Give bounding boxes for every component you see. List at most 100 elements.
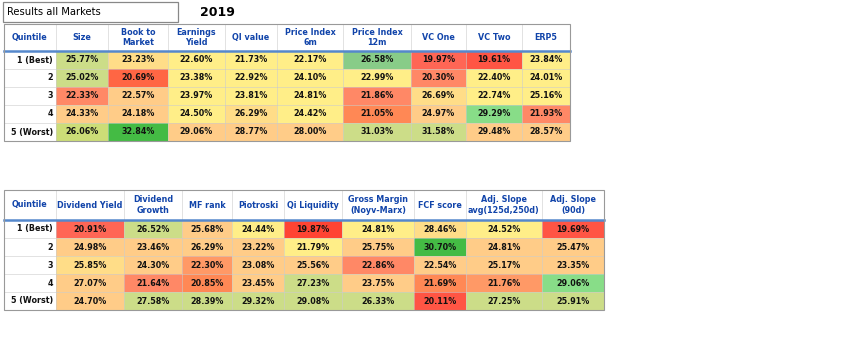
Text: 4: 4 [48,279,53,288]
Bar [411,51,466,69]
Bar [56,69,108,87]
Bar [56,256,124,274]
Bar [124,256,182,274]
Text: 20.11%: 20.11% [423,297,456,306]
Bar [277,51,343,69]
Text: 22.40%: 22.40% [478,73,511,82]
Text: 19.97%: 19.97% [422,55,455,64]
Bar [277,69,343,87]
Text: 24.81%: 24.81% [487,243,521,252]
Text: 29.06%: 29.06% [180,127,213,136]
Bar [225,51,277,69]
Text: 20.69%: 20.69% [122,73,155,82]
Bar [343,105,411,123]
Text: 25.68%: 25.68% [190,225,224,234]
Bar [342,292,414,310]
Bar [225,105,277,123]
Text: 26.52%: 26.52% [136,225,170,234]
Text: 23.46%: 23.46% [136,243,170,252]
Bar [232,238,284,256]
Bar [108,87,168,105]
Text: 23.45%: 23.45% [241,279,275,288]
Bar [56,292,124,310]
Text: 23.81%: 23.81% [235,91,268,100]
Bar [466,87,522,105]
Text: Dividend
Growth: Dividend Growth [133,195,173,215]
Text: MF rank: MF rank [189,201,225,210]
Bar [414,220,466,238]
Text: 24.42%: 24.42% [293,109,326,118]
Bar [542,274,604,292]
Text: 29.06%: 29.06% [557,279,590,288]
Text: 23.22%: 23.22% [241,243,275,252]
Bar [182,256,232,274]
Bar [542,220,604,238]
Text: 31.58%: 31.58% [422,127,455,136]
Bar [56,87,108,105]
Bar [414,274,466,292]
Bar [466,105,522,123]
Bar [232,220,284,238]
Bar [225,69,277,87]
Text: 24.98%: 24.98% [73,243,107,252]
Bar [542,238,604,256]
Bar [56,123,108,141]
Text: 20.91%: 20.91% [73,225,106,234]
Bar [168,51,225,69]
Bar [4,256,56,274]
Bar [522,123,570,141]
Bar [4,105,56,123]
Bar [411,123,466,141]
Text: 27.58%: 27.58% [136,297,170,306]
Bar [542,292,604,310]
Bar [168,105,225,123]
Bar [4,24,570,51]
Text: 27.07%: 27.07% [73,279,106,288]
Text: VC One: VC One [422,33,455,42]
Text: 24.30%: 24.30% [136,261,170,270]
Bar [4,220,56,238]
Bar [342,238,414,256]
Text: Adj. Slope
avg(125d,250d): Adj. Slope avg(125d,250d) [468,195,540,215]
Text: 22.57%: 22.57% [122,91,155,100]
Bar [225,123,277,141]
Text: 24.01%: 24.01% [530,73,563,82]
Text: 5 (Worst): 5 (Worst) [11,297,53,306]
Text: 21.76%: 21.76% [487,279,520,288]
Text: 20.85%: 20.85% [190,279,224,288]
Text: 5 (Worst): 5 (Worst) [11,127,53,136]
Text: 25.56%: 25.56% [297,261,330,270]
Bar [108,51,168,69]
Text: 29.48%: 29.48% [478,127,511,136]
Bar [343,51,411,69]
Text: 20.30%: 20.30% [422,73,455,82]
Bar [124,220,182,238]
Text: Adj. Slope
(90d): Adj. Slope (90d) [550,195,596,215]
Bar [466,69,522,87]
Text: 24.44%: 24.44% [241,225,275,234]
Bar [4,24,570,141]
Text: 23.75%: 23.75% [361,279,394,288]
Bar [466,274,542,292]
Bar [466,256,542,274]
Bar [225,87,277,105]
Bar [168,69,225,87]
Bar [232,256,284,274]
Text: 29.08%: 29.08% [297,297,330,306]
Text: 1 (Best): 1 (Best) [17,55,53,64]
Text: 24.50%: 24.50% [180,109,213,118]
Text: 25.16%: 25.16% [530,91,563,100]
Bar [411,105,466,123]
Bar [542,256,604,274]
Bar [182,238,232,256]
Bar [414,256,466,274]
Text: Piotroski: Piotroski [238,201,278,210]
Text: Qi Liquidity: Qi Liquidity [287,201,339,210]
Text: 27.25%: 27.25% [487,297,521,306]
Text: 4: 4 [48,109,53,118]
Bar [342,220,414,238]
Bar [522,87,570,105]
Text: 23.84%: 23.84% [530,55,563,64]
Text: ERP5: ERP5 [535,33,558,42]
Text: 25.77%: 25.77% [65,55,99,64]
